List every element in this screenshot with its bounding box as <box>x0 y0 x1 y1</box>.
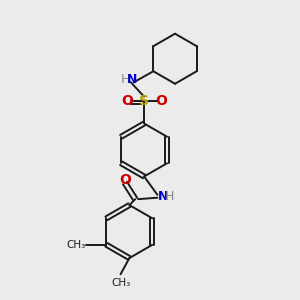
Text: CH₃: CH₃ <box>111 278 130 288</box>
Text: H: H <box>165 190 174 203</box>
Text: O: O <box>119 173 131 187</box>
Text: O: O <box>155 94 167 108</box>
Text: CH₃: CH₃ <box>67 240 86 250</box>
Text: N: N <box>127 74 137 86</box>
Text: O: O <box>121 94 133 108</box>
Text: H: H <box>121 74 130 86</box>
Text: N: N <box>158 190 168 203</box>
Text: S: S <box>139 94 149 108</box>
